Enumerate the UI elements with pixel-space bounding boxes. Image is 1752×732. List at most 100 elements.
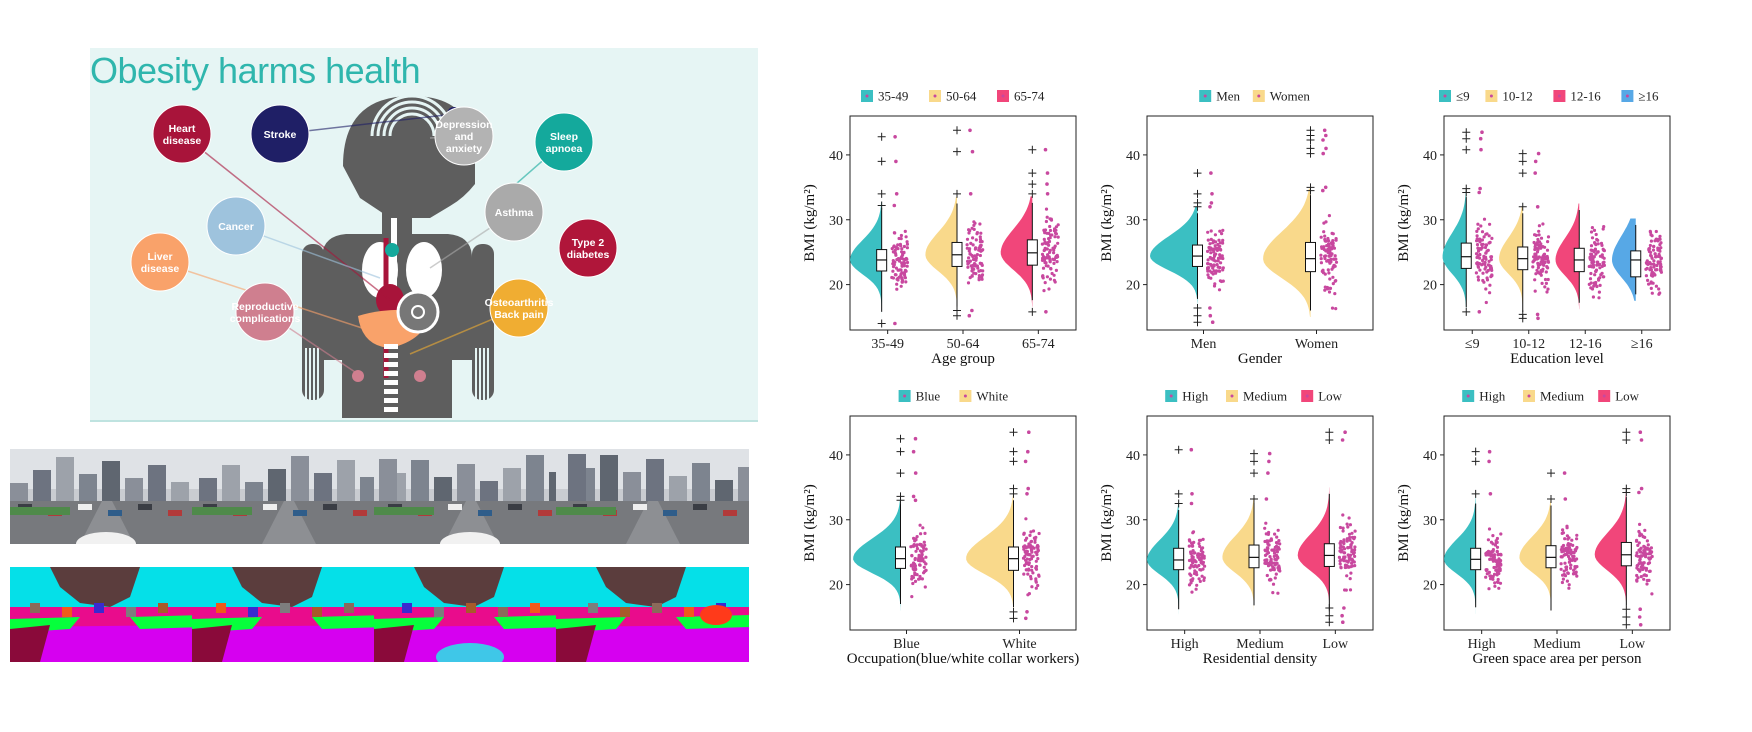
data-point xyxy=(924,555,928,559)
data-point xyxy=(965,243,969,247)
data-point xyxy=(968,259,972,263)
data-point xyxy=(1541,258,1545,262)
data-point xyxy=(1646,543,1650,547)
data-point xyxy=(1028,533,1032,537)
data-point xyxy=(1052,248,1056,252)
data-point xyxy=(1273,545,1277,549)
legend-item-16: ≥16 xyxy=(1621,89,1659,104)
data-point xyxy=(979,231,983,235)
data-point xyxy=(978,235,982,239)
data-point xyxy=(1568,560,1572,564)
data-point xyxy=(914,549,918,553)
data-point xyxy=(1570,538,1574,542)
data-point xyxy=(1493,543,1498,547)
data-point xyxy=(1215,263,1219,267)
data-point xyxy=(917,553,921,557)
data-point xyxy=(1478,237,1482,241)
data-point xyxy=(1216,247,1220,251)
data-point xyxy=(1601,275,1605,279)
data-point xyxy=(1221,228,1225,232)
series-men xyxy=(1150,169,1225,327)
data-point xyxy=(1268,560,1272,564)
outlier-mark xyxy=(1009,607,1018,616)
data-point xyxy=(900,247,904,251)
data-point xyxy=(1043,261,1047,265)
outlier-point xyxy=(1340,613,1344,618)
data-point xyxy=(1209,276,1213,280)
box xyxy=(1248,544,1260,569)
data-point xyxy=(903,276,907,280)
data-point xyxy=(968,229,972,233)
data-point xyxy=(909,564,913,568)
legend-dot xyxy=(1557,94,1561,98)
data-point xyxy=(1040,242,1044,246)
data-point xyxy=(1484,257,1488,261)
data-point xyxy=(1277,547,1281,551)
data-point xyxy=(1206,238,1210,242)
data-point xyxy=(1589,244,1594,248)
data-point xyxy=(966,281,971,285)
data-point xyxy=(1486,538,1490,542)
outlier-point xyxy=(1563,497,1568,501)
data-point xyxy=(1349,565,1353,569)
data-point xyxy=(1045,275,1049,279)
data-point xyxy=(1031,529,1036,533)
outlier-point xyxy=(1322,128,1327,133)
x-axis-title: Occupation(blue/white collar workers) xyxy=(847,651,1079,667)
data-point xyxy=(970,274,974,278)
data-point xyxy=(1647,282,1651,286)
data-point xyxy=(1597,290,1601,294)
outlier-point xyxy=(1341,620,1345,624)
data-point xyxy=(1263,548,1267,552)
data-point xyxy=(1490,274,1494,278)
data-point xyxy=(1052,278,1056,282)
condition-stroke: Stroke xyxy=(250,104,455,164)
data-point xyxy=(1591,265,1596,269)
data-point xyxy=(1341,513,1345,517)
data-point xyxy=(965,237,970,241)
data-point xyxy=(1034,535,1038,539)
data-point xyxy=(1325,285,1329,290)
outlier-point xyxy=(911,494,916,499)
data-point xyxy=(1658,254,1662,259)
data-point xyxy=(1594,232,1598,237)
outlier-point xyxy=(913,436,918,441)
data-point xyxy=(1330,306,1335,310)
data-point xyxy=(1217,269,1221,273)
data-point xyxy=(968,252,972,256)
data-point xyxy=(1572,554,1576,558)
data-point xyxy=(1545,248,1550,252)
data-point xyxy=(1197,538,1202,542)
condition-label: Liver xyxy=(147,251,172,263)
box xyxy=(1630,250,1642,278)
outlier-point xyxy=(1266,471,1270,475)
data-point xyxy=(1271,582,1276,586)
data-point xyxy=(1036,557,1040,561)
data-point xyxy=(1539,271,1543,275)
data-point xyxy=(1048,250,1052,254)
outlier-point xyxy=(1209,171,1213,175)
data-point xyxy=(1574,572,1578,576)
legend-dot xyxy=(1625,94,1629,98)
data-point xyxy=(905,240,909,244)
data-point xyxy=(892,244,896,248)
x-tick-label: 65-74 xyxy=(1022,337,1055,352)
legend-label: Low xyxy=(1615,389,1639,404)
violin-density xyxy=(925,197,957,314)
outlier-point xyxy=(1340,438,1345,442)
data-point xyxy=(1051,257,1055,261)
data-point xyxy=(1327,250,1331,254)
data-point xyxy=(1480,230,1485,234)
data-point xyxy=(1327,290,1332,294)
data-point xyxy=(1648,230,1653,234)
data-point xyxy=(1637,548,1641,552)
outlier-mark xyxy=(1193,189,1202,198)
data-point xyxy=(1601,227,1605,231)
data-point xyxy=(1575,537,1579,541)
data-point xyxy=(978,237,983,241)
data-point xyxy=(1278,542,1282,546)
data-point xyxy=(1212,247,1216,251)
data-point xyxy=(1218,253,1222,257)
